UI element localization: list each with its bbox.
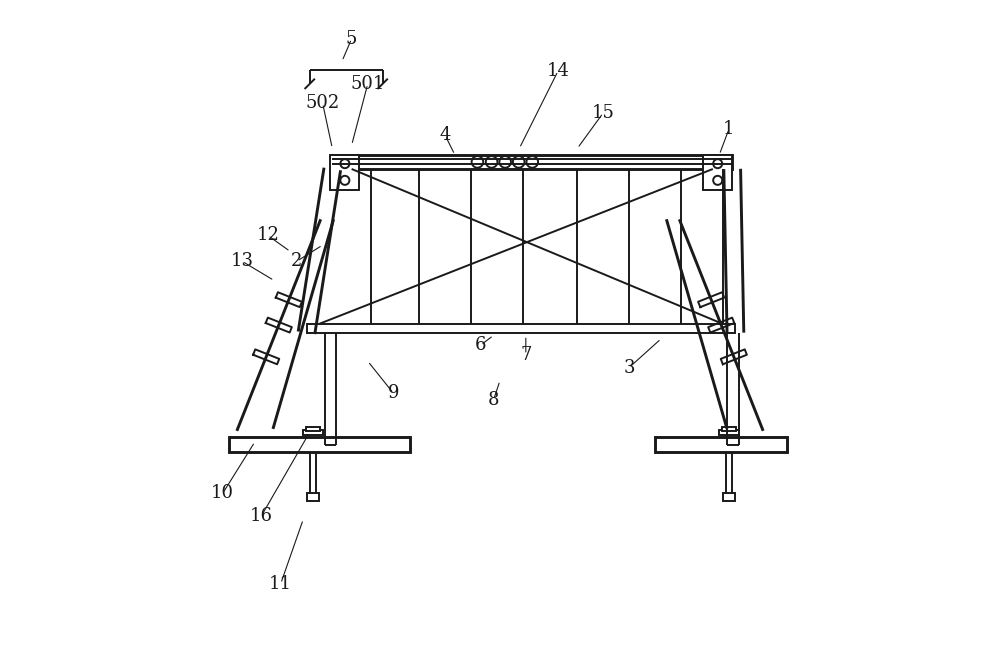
Text: 5: 5 (346, 30, 357, 48)
Text: 4: 4 (439, 126, 451, 144)
Circle shape (713, 176, 722, 185)
Bar (303, 430, 323, 435)
Bar (306, 493, 319, 501)
Circle shape (499, 156, 511, 168)
Circle shape (486, 156, 497, 168)
Text: 2: 2 (291, 252, 303, 270)
Circle shape (472, 156, 483, 168)
Text: 11: 11 (269, 575, 292, 593)
Text: 13: 13 (230, 252, 254, 270)
Bar (703, 155, 732, 190)
Bar (719, 430, 739, 435)
Bar (655, 437, 787, 451)
Text: 14: 14 (547, 62, 569, 80)
Text: 1: 1 (723, 120, 735, 138)
Circle shape (713, 159, 722, 168)
Text: 12: 12 (256, 226, 279, 244)
Text: 10: 10 (211, 484, 234, 502)
Circle shape (513, 156, 525, 168)
Text: 3: 3 (623, 359, 635, 377)
Text: 501: 501 (351, 75, 385, 93)
Circle shape (340, 159, 349, 168)
Text: 6: 6 (475, 336, 486, 354)
Text: 15: 15 (592, 104, 615, 122)
Text: 502: 502 (306, 94, 340, 112)
Bar (229, 437, 410, 451)
Bar (722, 427, 736, 431)
Bar (723, 493, 735, 501)
Circle shape (526, 156, 538, 168)
Text: 7: 7 (520, 346, 531, 364)
Bar (306, 324, 735, 333)
Bar (306, 427, 320, 431)
Text: 16: 16 (250, 507, 273, 525)
Circle shape (340, 176, 349, 185)
Text: 8: 8 (488, 391, 499, 409)
Bar (330, 155, 359, 190)
Text: 9: 9 (388, 384, 399, 402)
Bar (332, 155, 732, 169)
